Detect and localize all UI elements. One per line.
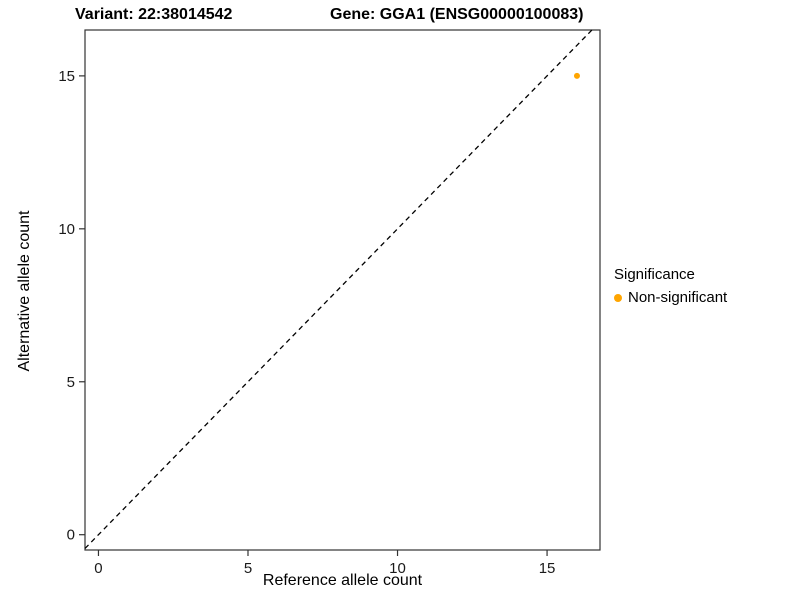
chart-title-variant: Variant: 22:38014542 [75,6,233,23]
x-axis-title: Reference allele count [262,572,423,589]
svg-text:10: 10 [389,560,406,577]
svg-text:0: 0 [67,527,75,544]
legend-dot-icon [614,293,622,302]
svg-text:0: 0 [94,560,102,577]
chart-title-gene: Gene: GGA1 (ENSG00000100083) [330,6,584,23]
legend-title: Significance [614,266,695,283]
svg-text:10: 10 [58,221,75,238]
legend: Significance Non-significant [614,266,727,306]
y-axis-title: Alternative allele count [16,210,33,372]
svg-text:15: 15 [58,68,75,85]
svg-text:15: 15 [539,560,556,577]
legend-entry: Non-significant [614,289,727,306]
svg-text:5: 5 [244,560,252,577]
svg-text:5: 5 [67,374,75,391]
legend-entry-label: Non-significant [628,289,728,306]
